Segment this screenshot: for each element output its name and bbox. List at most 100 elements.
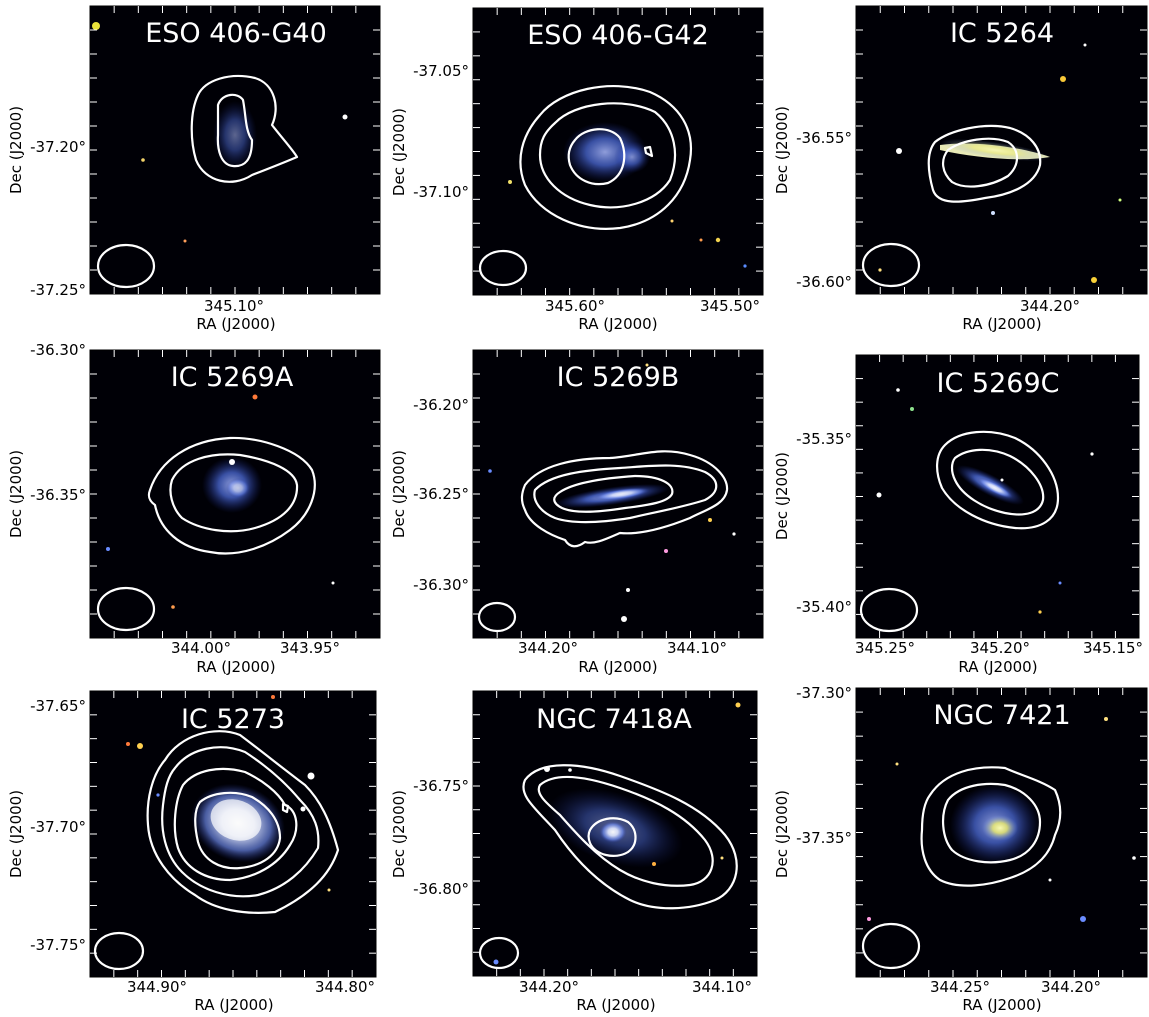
- y-tick-label: -36.55°: [796, 129, 852, 147]
- panel-title: ESO 406-G42: [527, 20, 709, 51]
- x-tick-label: 344.10°: [692, 978, 752, 996]
- contour-outer: [927, 124, 1042, 203]
- star: [895, 762, 899, 766]
- star: [493, 959, 499, 965]
- star: [720, 856, 724, 860]
- y-tick-label: -36.30°: [413, 576, 469, 594]
- star: [743, 264, 747, 268]
- x-tick-label: 345.25°: [855, 639, 915, 657]
- x-tick-label: 345.50°: [700, 297, 760, 315]
- y-tick-label: -36.35°: [30, 486, 86, 504]
- x-tick-label: 345.20°: [970, 639, 1030, 657]
- star: [699, 238, 703, 242]
- panel-title: IC 5269C: [937, 368, 1060, 399]
- x-tick-label: 344.20°: [1020, 297, 1080, 315]
- x-tick-label: 344.25°: [930, 978, 990, 996]
- contour-2: [161, 746, 320, 898]
- star: [106, 547, 110, 551]
- star: [1000, 478, 1004, 482]
- beam-ellipse: [93, 931, 145, 971]
- panel-title: IC 5269B: [557, 362, 680, 393]
- contour-inner: [942, 782, 1042, 864]
- tick-marks: [90, 6, 1147, 977]
- star: [92, 22, 100, 30]
- y-tick-label: -36.20°: [413, 396, 469, 414]
- x-axis-label: RA (J2000): [958, 658, 1037, 676]
- y-axis-label: Dec (J2000): [773, 452, 791, 540]
- galaxy-emission: [226, 478, 250, 498]
- star: [732, 532, 736, 536]
- contour-inner: [216, 93, 254, 168]
- panel-ngc-7421: NGC 7421 -37.30° -37.35° 344.25° 344.20°…: [773, 684, 1148, 1014]
- galaxy-emission: [210, 799, 262, 841]
- contour-outer: [522, 764, 738, 910]
- star: [867, 917, 871, 921]
- y-axis-label: Dec (J2000): [7, 106, 25, 194]
- star: [331, 581, 335, 585]
- panel-eso-406-g42: ESO 406-G42 -37.05° -37.10° 345.60° 345.…: [390, 7, 764, 333]
- beam-ellipse: [861, 242, 921, 288]
- star: [878, 268, 882, 272]
- contour-2: [537, 775, 714, 887]
- contour-3: [173, 767, 298, 882]
- y-tick-label: -36.25°: [413, 485, 469, 503]
- y-tick-label: -37.10°: [413, 183, 469, 201]
- star: [171, 605, 175, 609]
- x-axis-label: RA (J2000): [578, 315, 657, 333]
- y-axis-label: Dec (J2000): [7, 450, 25, 538]
- galaxy-emission: [982, 815, 1018, 841]
- star: [183, 239, 187, 243]
- star: [271, 695, 275, 699]
- contour-inner: [950, 448, 1045, 516]
- galaxy-emission: [594, 487, 650, 501]
- star: [1118, 198, 1122, 202]
- star: [896, 148, 902, 154]
- star: [991, 211, 995, 215]
- galaxy-emission: [599, 821, 627, 843]
- x-axis-label: RA (J2000): [194, 996, 273, 1014]
- panel-title: IC 5269A: [171, 362, 294, 393]
- x-tick-label: 344.80°: [315, 978, 375, 996]
- beam-ellipse: [478, 249, 528, 287]
- panel-title: NGC 7421: [933, 700, 1070, 731]
- star: [664, 549, 668, 553]
- star: [1058, 581, 1062, 585]
- y-tick-label: -37.25°: [30, 281, 86, 299]
- star: [156, 793, 160, 797]
- y-tick-label: -36.60°: [796, 273, 852, 291]
- panel-title: NGC 7418A: [536, 704, 692, 735]
- panel-ngc-7418a: NGC 7418A -36.75° -36.80° 344.20° 344.10…: [390, 690, 758, 1014]
- star: [715, 237, 721, 243]
- y-tick-label: -36.75°: [413, 777, 469, 795]
- x-axis-label: RA (J2000): [962, 996, 1041, 1014]
- contour-outer: [146, 730, 340, 914]
- star: [1048, 878, 1052, 882]
- star: [876, 492, 882, 498]
- contour-outer: [920, 766, 1062, 887]
- star: [252, 394, 258, 400]
- star: [568, 768, 572, 772]
- y-axis-label: Dec (J2000): [390, 450, 408, 538]
- contour-inner: [194, 791, 282, 870]
- x-axis-label: RA (J2000): [578, 658, 657, 676]
- star: [342, 114, 348, 120]
- x-axis-label: RA (J2000): [576, 996, 655, 1014]
- y-tick-label: -37.20°: [30, 138, 86, 156]
- star: [645, 363, 649, 367]
- x-axis-label: RA (J2000): [196, 658, 275, 676]
- beam-ellipse: [861, 922, 921, 970]
- star: [652, 862, 656, 866]
- star: [1080, 916, 1086, 922]
- star: [626, 588, 630, 592]
- x-tick-label: 345.60°: [545, 297, 605, 315]
- panel-ic-5269c: IC 5269C -35.35° -35.40° 345.25° 345.20°…: [773, 354, 1143, 676]
- star: [896, 388, 900, 392]
- contour-inner: [169, 453, 299, 533]
- panel-title: IC 5273: [181, 704, 285, 735]
- star: [307, 772, 315, 780]
- x-tick-label: 344.00°: [171, 639, 231, 657]
- star: [300, 806, 306, 812]
- contour-outer: [519, 85, 693, 230]
- star: [488, 469, 492, 473]
